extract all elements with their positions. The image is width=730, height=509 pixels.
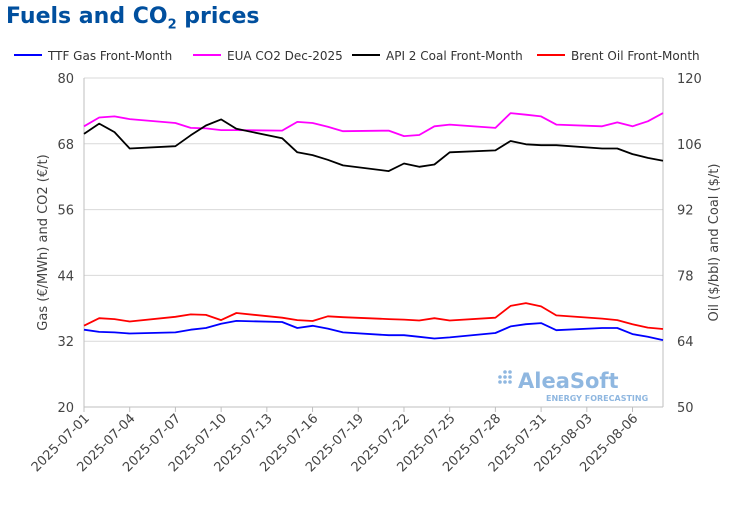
y-axis-left-label: Gas (€/MWh) and CO2 (€/t) [36,154,51,330]
y-right-tick-label: 64 [677,335,694,350]
y-left-tick-label: 44 [57,269,74,284]
watermark-brand: AleaSoft [518,369,619,393]
watermark-dot [508,380,512,384]
y-right-tick-label: 106 [677,138,702,153]
y-right-tick-label: 92 [677,204,694,219]
y-left-tick-label: 20 [57,401,74,416]
y-left-tick-label: 32 [57,335,74,350]
watermark-dot [498,375,502,379]
y-right-tick-label: 120 [677,72,702,87]
watermark-dot [508,375,512,379]
y-left-ticks: 20 32 44 56 68 80 [57,72,74,416]
plot-frame [83,78,664,408]
legend-label: TTF Gas Front-Month [47,49,172,63]
y-left-tick-label: 68 [57,138,74,153]
watermark-dot [503,375,507,379]
page-title: Fuels and CO2 prices [6,4,260,33]
y-right-tick-label: 78 [677,269,694,284]
watermark-dot [503,380,507,384]
legend-label: API 2 Coal Front-Month [386,49,523,63]
series-line-3 [83,118,664,173]
y-right-tick-label: 50 [677,401,694,416]
watermark-tagline: ENERGY FORECASTING [546,394,648,403]
watermark-dot [498,380,502,384]
legend: TTF Gas Front-Month EUA CO2 Dec-2025 API 2… [14,49,700,63]
series-line-2 [83,112,664,138]
y-left-tick-label: 56 [57,204,74,219]
grid-lines [84,77,663,408]
series-line-4 [83,302,664,330]
y-left-tick-label: 80 [57,72,74,87]
y-axis-right-label: Oil ($/bbl) and Coal ($/t) [707,164,722,322]
x-ticks: 2025-07-012025-07-042025-07-072025-07-10… [29,407,641,475]
watermark-dot [503,370,507,374]
legend-label: Brent Oil Front-Month [571,49,700,63]
series-line-1 [83,319,664,341]
watermark-dot [508,370,512,374]
legend-label: EUA CO2 Dec-2025 [227,49,343,63]
y-right-ticks: 50 64 78 92 106 120 [677,72,702,416]
series-lines [83,112,664,341]
